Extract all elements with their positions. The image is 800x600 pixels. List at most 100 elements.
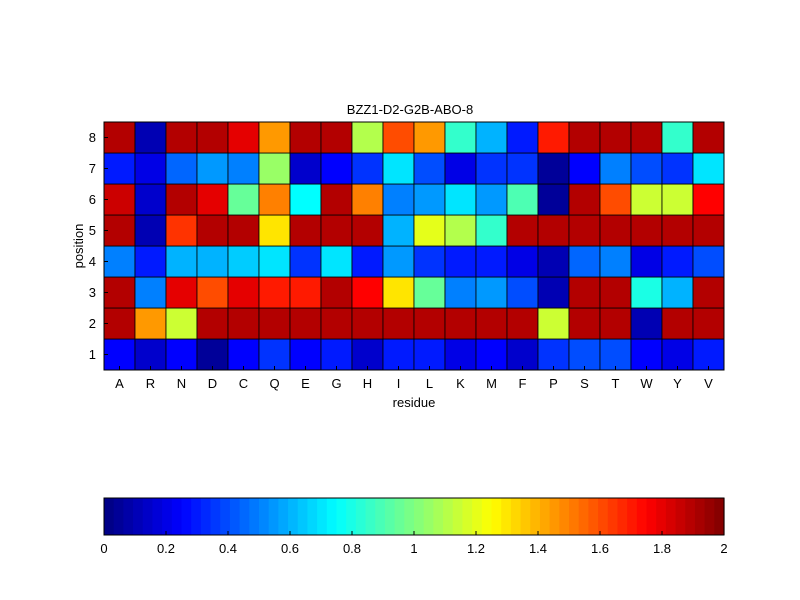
heatmap-cell — [630, 152, 663, 185]
colorbar — [104, 498, 725, 535]
y-tick-labels: 1 2 3 4 5 6 7 8 — [89, 130, 108, 362]
heatmap-cell — [599, 245, 632, 278]
colorbar-segment — [578, 498, 589, 535]
heatmap-cell — [568, 214, 601, 247]
heatmap-cell — [165, 152, 198, 185]
heatmap-cell — [475, 245, 508, 278]
heatmap-cell — [599, 338, 632, 371]
heatmap-cell — [289, 214, 322, 247]
heatmap-cell — [475, 121, 508, 154]
x-tick-label: H — [363, 376, 372, 391]
heatmap-cell — [537, 245, 570, 278]
heatmap-cell — [382, 276, 415, 309]
heatmap-cell — [537, 152, 570, 185]
heatmap-cells — [103, 121, 725, 371]
heatmap-cell — [537, 276, 570, 309]
colorbar-segment — [249, 498, 260, 535]
heatmap-cell — [661, 183, 694, 216]
colorbar-segment — [617, 498, 628, 535]
colorbar-segment — [539, 498, 551, 535]
heatmap-cell — [506, 152, 539, 185]
colorbar-segment — [326, 498, 338, 535]
colorbar-segment — [472, 498, 483, 535]
heatmap-cell — [568, 338, 601, 371]
colorbar-segment — [297, 498, 309, 535]
heatmap-cell — [506, 338, 539, 371]
heatmap-cell — [165, 214, 198, 247]
heatmap-cell — [227, 121, 260, 154]
colorbar-segment — [394, 498, 405, 535]
heatmap-cell — [103, 183, 136, 216]
heatmap-cell — [661, 121, 694, 154]
heatmap-cell — [320, 214, 353, 247]
heatmap-cell — [506, 307, 539, 340]
colorbar-segment — [665, 498, 677, 535]
heatmap-cell — [444, 245, 477, 278]
heatmap-cell — [134, 214, 167, 247]
colorbar-segment — [559, 498, 570, 535]
y-tick-label: 6 — [89, 192, 96, 207]
heatmap-cell — [382, 307, 415, 340]
y-tick-label: 5 — [89, 223, 96, 238]
heatmap-cell — [630, 121, 663, 154]
colorbar-segment — [414, 498, 425, 535]
heatmap-cell — [382, 152, 415, 185]
heatmap-cell — [630, 276, 663, 309]
colorbar-segment — [317, 498, 328, 535]
heatmap-cell — [413, 245, 446, 278]
y-tick-label: 8 — [89, 130, 96, 145]
heatmap-frame — [103, 121, 725, 371]
heatmap-cell — [196, 276, 229, 309]
heatmap-cell — [692, 245, 725, 278]
heatmap-cell — [165, 276, 198, 309]
x-tick-label: V — [704, 376, 713, 391]
colorbar-tick-label: 1.4 — [529, 541, 547, 556]
colorbar-segment — [675, 498, 686, 535]
colorbar-segment — [375, 498, 386, 535]
heatmap-cell — [351, 338, 384, 371]
chart-title: BZZ1-D2-G2B-ABO-8 — [347, 102, 473, 117]
heatmap-cell — [196, 307, 229, 340]
heatmap-cell — [165, 307, 198, 340]
heatmap-cell — [692, 307, 725, 340]
heatmap-cell — [134, 276, 167, 309]
heatmap-cell — [475, 307, 508, 340]
heatmap-cell — [351, 276, 384, 309]
colorbar-segment — [307, 498, 318, 535]
x-tick-label: M — [486, 376, 497, 391]
heatmap-cell — [258, 307, 291, 340]
heatmap-cell — [196, 183, 229, 216]
colorbar-segment — [704, 498, 715, 535]
heatmap-cell — [103, 214, 136, 247]
heatmap-cell — [165, 121, 198, 154]
heatmap-cell — [506, 245, 539, 278]
colorbar-segment — [510, 498, 522, 535]
heatmap-cell — [165, 183, 198, 216]
y-axis-label: position — [71, 224, 86, 269]
heatmap-cell — [661, 338, 694, 371]
heatmap-cell — [320, 276, 353, 309]
heatmap-cell — [599, 152, 632, 185]
heatmap-cell — [568, 121, 601, 154]
heatmap-cell — [320, 152, 353, 185]
heatmap-cell — [227, 307, 260, 340]
x-tick-label: G — [331, 376, 341, 391]
heatmap-cell — [258, 214, 291, 247]
x-tick-label: C — [239, 376, 248, 391]
colorbar-segment — [162, 498, 173, 535]
heatmap-cell — [444, 183, 477, 216]
heatmap-cell — [506, 214, 539, 247]
heatmap-cell — [320, 338, 353, 371]
colorbar-segment — [433, 498, 444, 535]
heatmap-cell — [289, 121, 322, 154]
colorbar-tick-label: 1 — [410, 541, 417, 556]
colorbar-segment — [259, 498, 270, 535]
heatmap-cell — [196, 121, 229, 154]
heatmap-cell — [320, 121, 353, 154]
colorbar-segment — [346, 498, 357, 535]
x-tick-label: F — [519, 376, 527, 391]
heatmap-cell — [506, 183, 539, 216]
colorbar-segment — [404, 498, 415, 535]
heatmap-cell — [506, 276, 539, 309]
colorbar-segment — [278, 498, 289, 535]
